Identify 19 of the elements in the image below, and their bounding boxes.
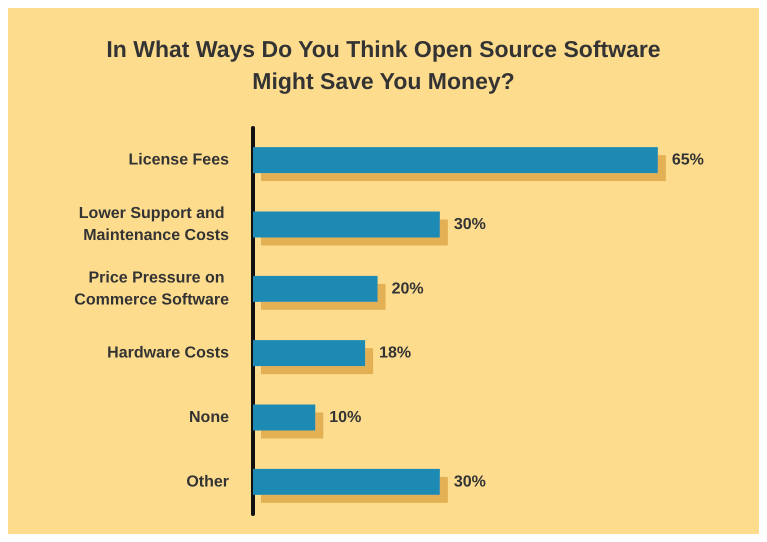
bar — [253, 340, 366, 366]
bar — [253, 468, 440, 495]
data-label: 18% — [379, 344, 412, 362]
data-label: 30% — [454, 473, 486, 490]
y-tick-label: None — [189, 409, 230, 426]
bar — [253, 276, 378, 302]
bar — [253, 404, 316, 430]
data-label: 30% — [454, 216, 486, 233]
y-tick-label: Other — [186, 473, 229, 490]
y-tick-label: Hardware Costs — [107, 344, 230, 362]
y-tick-label: License Fees — [128, 152, 230, 169]
data-label: 20% — [392, 280, 424, 298]
y-tick-label: Price Pressure on Commerce Software — [74, 269, 230, 308]
bar — [253, 147, 658, 174]
chart-title: In What Ways Do You Think Open Source Software Might Save You Money? — [106, 36, 661, 94]
bar — [253, 212, 440, 238]
data-label: 65% — [672, 152, 704, 169]
y-tick-label: Lower Support and Maintenance Costs — [78, 205, 230, 244]
data-label: 10% — [329, 409, 362, 426]
